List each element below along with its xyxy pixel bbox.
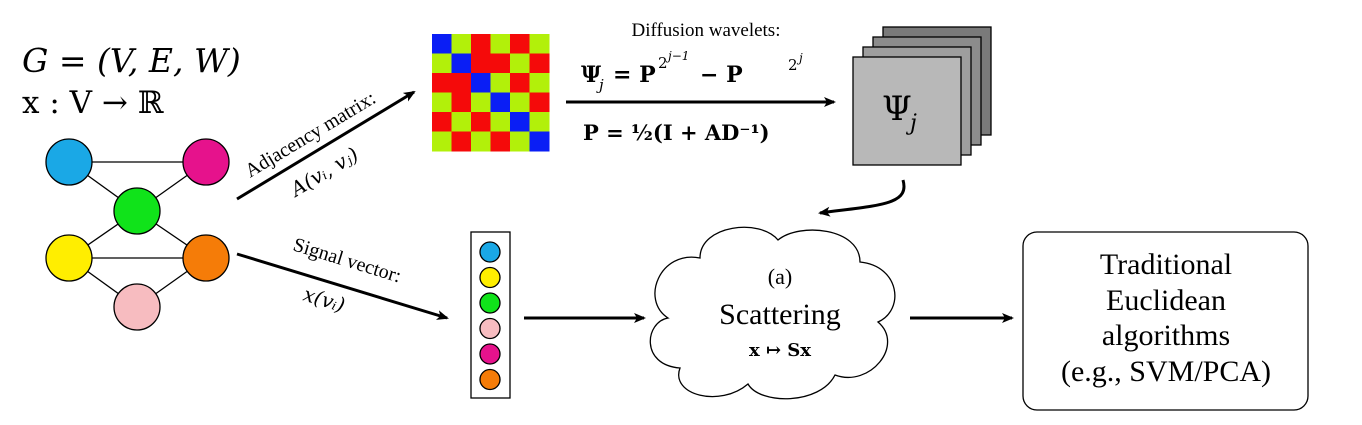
- matrix-cell: [471, 73, 491, 93]
- p-formula: P = ½(I + AD⁻¹): [583, 120, 770, 145]
- matrix-cell: [490, 92, 511, 113]
- matrix-cell: [451, 112, 472, 132]
- scattering-title: Scattering: [719, 298, 841, 331]
- signal-label: Signal vector:: [291, 234, 404, 288]
- matrix-cell: [510, 92, 530, 113]
- signal-label-group: Signal vector:: [291, 234, 404, 288]
- matrix-cell: [510, 131, 530, 152]
- psi-stack-label: Ψ: [882, 89, 912, 129]
- matrix-cell: [529, 92, 550, 113]
- matrix-cell: [529, 131, 550, 152]
- psi-exp1: 2: [658, 54, 668, 72]
- signal-vector: [479, 241, 501, 391]
- matrix-cell: [510, 34, 530, 54]
- psi-rhs: = P: [613, 62, 656, 88]
- signal-vector-entry: [479, 292, 501, 314]
- matrix-cell: [490, 34, 511, 54]
- signal-arrow: [236, 252, 449, 320]
- scattering-tag: (a): [768, 264, 792, 289]
- output-line-4: (e.g., SVM/PCA): [1061, 355, 1271, 388]
- matrix-cell: [432, 73, 452, 93]
- signal-vector-entry: [479, 343, 501, 365]
- matrix-cell: [432, 131, 452, 152]
- matrix-cell: [451, 34, 472, 54]
- matrix-cell: [432, 92, 452, 113]
- output-box-text: Traditional Euclidean algorithms (e.g., …: [1061, 248, 1271, 388]
- output-line-3: algorithms: [1102, 319, 1230, 352]
- output-line-1: Traditional: [1100, 248, 1232, 281]
- psi-exp1-sup: j−1: [665, 49, 689, 63]
- output-box: [1022, 231, 1309, 411]
- matrix-cell: [432, 53, 452, 74]
- graph-node: [113, 283, 161, 331]
- graph-nodes: [45, 138, 230, 331]
- matrix-cell: [471, 34, 491, 54]
- matrix-cell: [510, 53, 530, 74]
- matrix-cell: [451, 92, 472, 113]
- psi-stack: Ψ j: [852, 26, 992, 166]
- matrix-cell: [471, 92, 491, 113]
- output-line-2: Euclidean: [1106, 284, 1226, 317]
- matrix-cell: [490, 112, 511, 132]
- signal-vector-entry: [479, 266, 501, 289]
- matrix-cell: [510, 112, 530, 132]
- scattering-cloud: [649, 226, 896, 400]
- matrix-cell: [529, 34, 550, 54]
- psi-lhs: Ψ: [581, 62, 601, 88]
- graph-node: [113, 187, 161, 235]
- matrix-cell: [451, 131, 472, 152]
- matrix-cell: [490, 131, 511, 152]
- graph-node: [45, 138, 93, 186]
- graph-node: [182, 234, 230, 282]
- matrix-cell: [451, 53, 472, 74]
- matrix-cell: [529, 112, 550, 132]
- matrix-cell: [451, 73, 472, 93]
- psi-exp2-sup: j: [796, 51, 803, 65]
- signal-vector-entry: [479, 317, 501, 340]
- matrix-cell: [432, 112, 452, 132]
- psi-sub: j: [596, 76, 604, 94]
- adjacency-arrow: [236, 90, 416, 201]
- graph-node: [45, 234, 93, 282]
- signal-map: x : V → ℝ: [22, 85, 164, 121]
- psi-exp2: 2: [788, 56, 798, 74]
- matrix-cell: [471, 131, 491, 152]
- matrix-cell: [529, 73, 550, 93]
- graph-definition: G = (V, E, W): [22, 41, 241, 80]
- matrix-cell: [490, 53, 511, 74]
- signal-vector-entry: [479, 368, 501, 391]
- matrix-cell: [529, 53, 550, 74]
- graph-node: [182, 138, 230, 186]
- scattering-formula: x ↦ Sx: [749, 340, 811, 361]
- matrix-cell: [471, 53, 491, 74]
- signal-vector-entry: [479, 241, 501, 263]
- psi-formula: Ψ j = P 2 j−1 − P 2 j: [581, 49, 803, 94]
- matrix-cell: [490, 73, 511, 93]
- stack-to-scattering-arrow: [818, 179, 906, 217]
- psi-minus: − P: [700, 62, 743, 88]
- matrix-cell: [432, 34, 452, 54]
- matrix-cell: [471, 112, 491, 132]
- matrix-cell: [510, 73, 530, 93]
- wavelets-title: Diffusion wavelets:: [632, 20, 781, 41]
- adjacency-matrix: [432, 34, 550, 152]
